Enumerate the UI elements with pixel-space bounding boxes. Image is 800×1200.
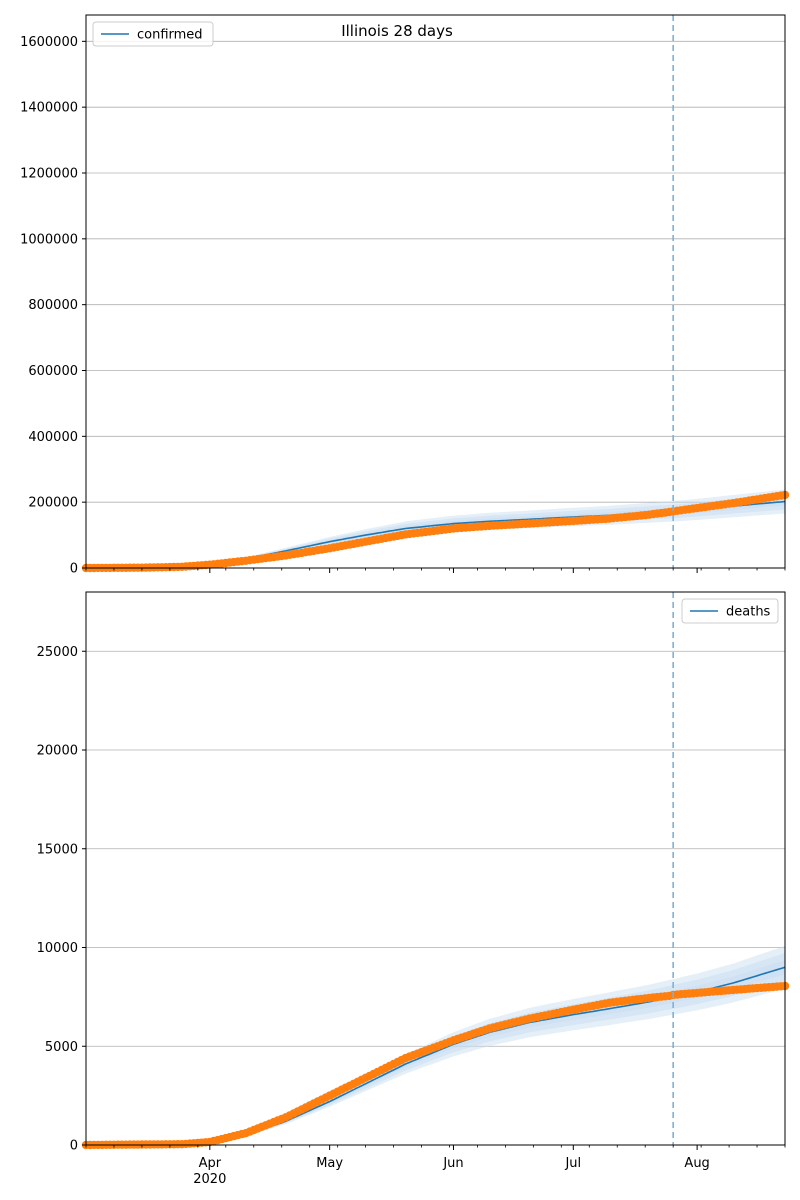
legend-box — [92, 21, 214, 47]
axes-frame — [85, 14, 786, 569]
legend: deaths — [681, 598, 779, 624]
y-tick-label: 400000 — [28, 430, 78, 445]
x-tick-label: Aug — [684, 1156, 709, 1171]
y-tick-label: 0 — [70, 1139, 78, 1154]
legend: confirmed — [92, 21, 214, 47]
y-tick-label: 600000 — [28, 364, 78, 379]
x-tick-label: Jun — [442, 1156, 463, 1171]
x-tick-sublabel: 2020 — [193, 1172, 226, 1187]
axes-frame — [85, 591, 786, 1146]
y-tick-label: 200000 — [28, 496, 78, 511]
y-tick-label: 20000 — [37, 744, 78, 759]
confirmed-panel: 0 200000 400000 600000 800000 1000000 1200000 1… — [20, 14, 790, 577]
legend-box — [681, 598, 779, 624]
legend-label: deaths — [726, 605, 771, 620]
y-tick-label: 10000 — [37, 941, 78, 956]
y-tick-label: 1200000 — [20, 167, 78, 182]
observed-series — [81, 490, 790, 573]
y-tick-label: 0 — [70, 562, 78, 577]
legend-label: confirmed — [137, 28, 203, 43]
y-tick-label: 1000000 — [20, 232, 78, 247]
x-tick-label: Jul — [564, 1156, 581, 1171]
y-tick-label: 1400000 — [20, 101, 78, 116]
y-tick-label: 15000 — [37, 842, 78, 857]
y-tick-label: 25000 — [37, 645, 78, 660]
y-tick-label: 800000 — [28, 298, 78, 313]
figure-title: Illinois 28 days — [341, 22, 453, 40]
x-tick-label: May — [316, 1156, 343, 1171]
observed-series — [81, 981, 790, 1150]
y-tick-label: 1600000 — [20, 35, 78, 50]
x-tick-label: Apr — [199, 1156, 222, 1171]
confidence-band — [86, 493, 785, 568]
y-tick-label: 5000 — [45, 1040, 78, 1055]
